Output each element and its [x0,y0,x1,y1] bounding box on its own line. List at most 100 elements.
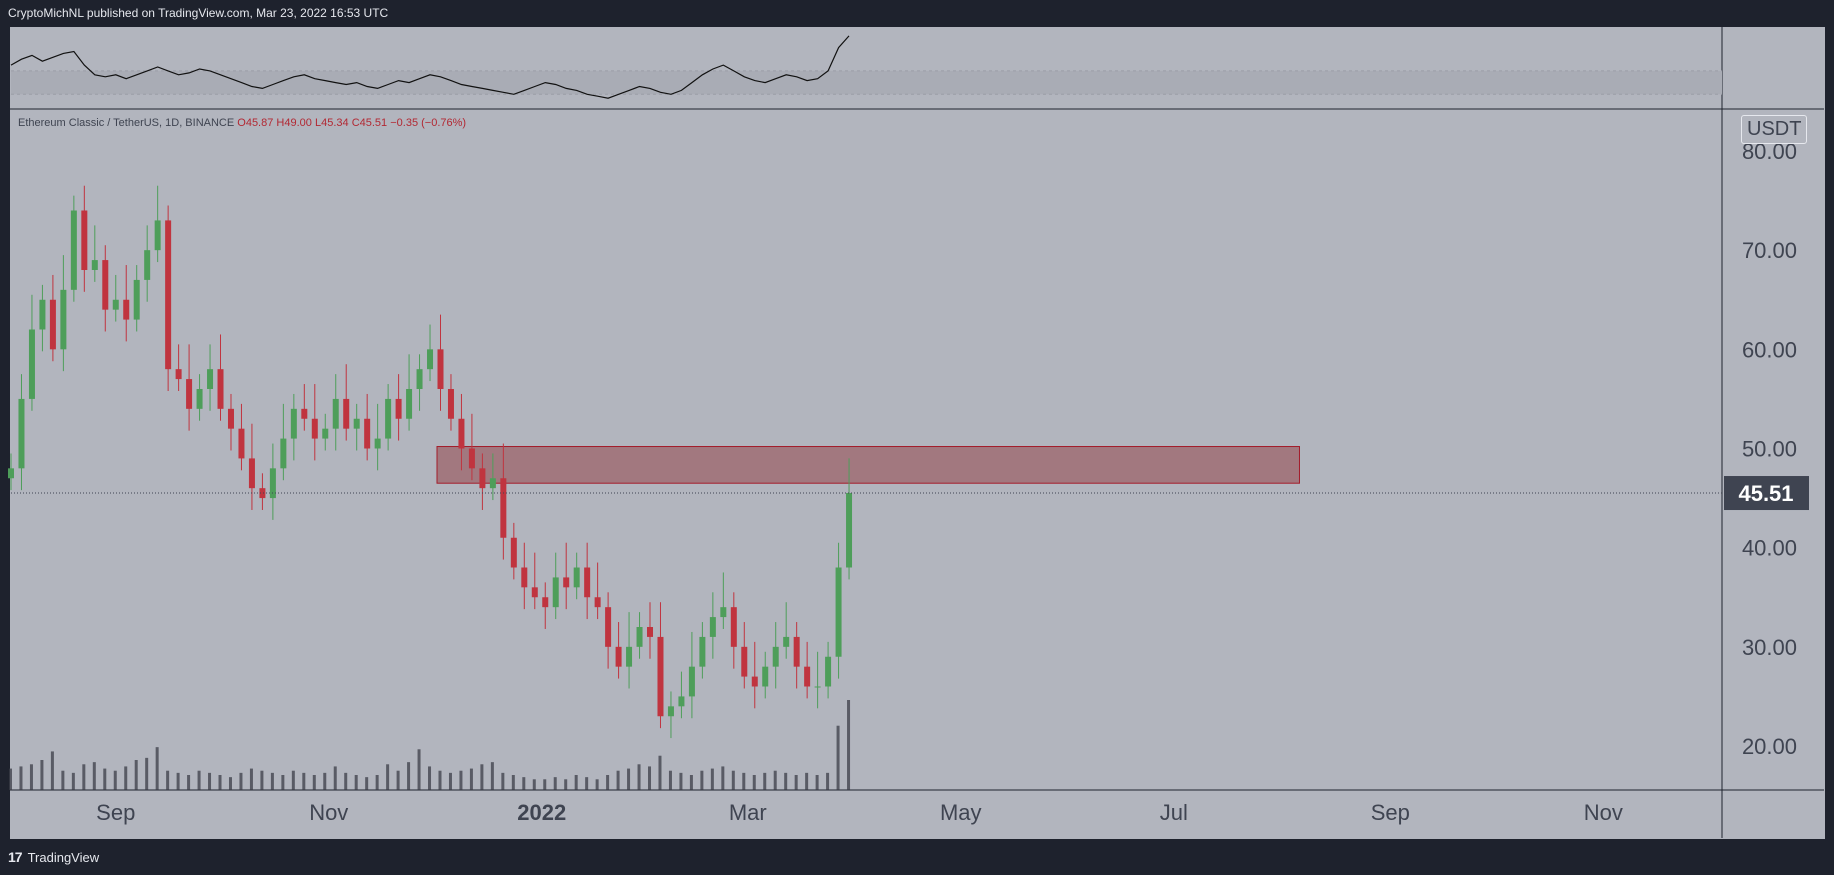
volume-bar [124,766,128,790]
volume-bar [386,764,390,790]
candle-body [783,636,790,647]
volume-bar [805,772,809,790]
volume-bar [417,749,421,790]
candle-body [133,279,140,320]
volume-bar [469,768,473,790]
candle-body [699,636,706,667]
volume-bar [522,777,526,790]
candle-body [227,408,234,429]
candle-body [280,438,287,469]
volume-bar [354,775,358,790]
y-tick-label: 60.00 [1742,337,1797,362]
candle-body [332,398,339,429]
volume-bar [82,764,86,790]
candle-body [301,408,308,419]
candle-body [186,379,193,409]
y-tick-label: 40.00 [1742,536,1797,561]
volume-bar [543,779,547,790]
candle-body [730,607,737,647]
candle-body [343,398,350,429]
candle-body [28,329,35,399]
footer: 17 TradingView [8,848,99,866]
candle-body [238,428,245,459]
x-tick-label: 2022 [517,800,566,825]
candle-body [479,468,486,489]
volume-bar [648,766,652,790]
candle-body [259,488,266,499]
candle-body [385,398,392,439]
candle-body [416,369,423,389]
volume-bar [826,772,830,790]
volume-bar [19,766,23,790]
volume-bar [511,775,515,790]
volume-bar [627,768,631,790]
candle-body [290,408,297,439]
candle-body [123,299,130,320]
change-value: −0.35 (−0.76%) [390,117,467,129]
candle-body [144,250,151,280]
candle-body [678,696,685,707]
volume-bar [815,775,819,790]
volume-bar [794,775,798,790]
candle-body [427,349,434,370]
volume-bar [260,770,264,790]
candle-body [835,567,842,657]
volume-bar [113,770,117,790]
x-tick-label: Sep [96,800,135,825]
x-tick-label: May [940,800,982,825]
high-value: H49.00 [276,117,312,129]
volume-bar [679,772,683,790]
volume-bar [668,770,672,790]
candle-body [720,607,727,618]
candle-body [154,220,161,251]
candle-body [667,706,674,717]
volume-bar [784,772,788,790]
x-tick-label: Nov [309,800,348,825]
candle-body [751,676,758,687]
tradingview-logo-icon: 17 [8,849,23,865]
candle-body [437,349,444,389]
candle-body [353,418,360,429]
candle-body [364,418,371,449]
volume-bar [742,772,746,790]
candle-body [531,587,538,598]
volume-bar [616,770,620,790]
candle-body [165,220,172,370]
volume-bar [239,772,243,790]
open-value: O45.87 [237,117,274,129]
candle-body [8,468,14,479]
candle-body [605,607,612,647]
volume-bar [574,775,578,790]
candle-body [636,627,643,647]
volume-bar [752,775,756,790]
volume-bar [637,764,641,790]
candle-body [70,210,77,290]
volume-bar [585,777,589,790]
y-tick-label: 70.00 [1742,238,1797,263]
candle-body [39,299,46,330]
volume-bar [145,757,149,790]
candle-body [542,597,549,608]
currency-label[interactable]: USDT [1741,115,1808,144]
publisher-header: CryptoMichNL published on TradingView.co… [8,6,389,20]
volume-bar [176,772,180,790]
volume-bar [134,760,138,790]
candle-body [374,438,381,449]
candle-body [688,666,695,697]
candle-body [793,636,800,667]
candle-body [248,458,255,489]
volume-bar [166,770,170,790]
close-value: C45.51 [351,117,388,129]
volume-bar [218,775,222,790]
candle-body [311,418,318,439]
volume-bar [836,725,840,790]
candle-body [406,389,413,419]
candle-body [825,656,832,687]
last-price-label: 45.51 [1738,481,1793,506]
volume-bar [396,770,400,790]
volume-bar [323,772,327,790]
volume-bar [312,775,316,790]
volume-bar [480,764,484,790]
resistance-zone [436,446,1300,484]
